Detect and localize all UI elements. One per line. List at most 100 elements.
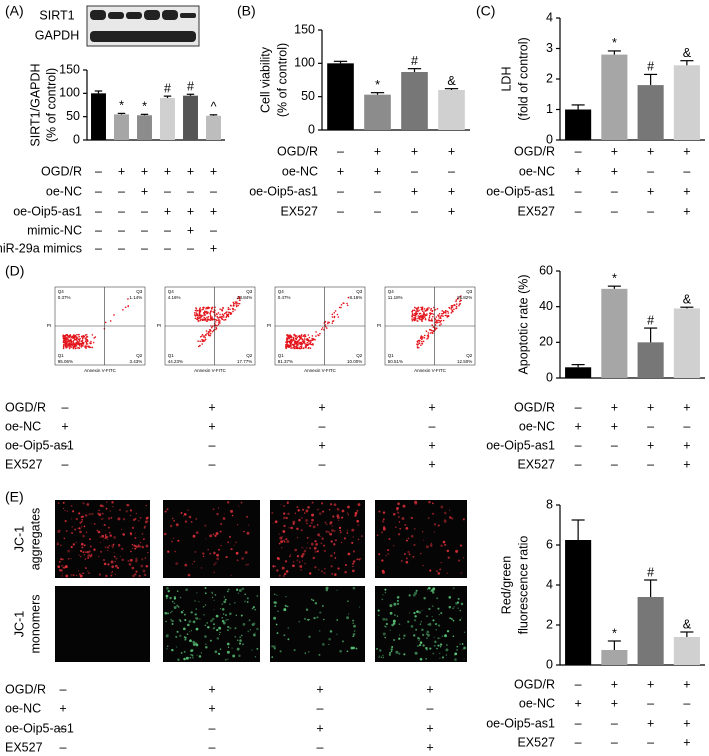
stain-dot <box>78 554 80 556</box>
stain-dot <box>418 643 422 647</box>
stain-dot <box>352 622 354 625</box>
flow-dot <box>429 313 432 315</box>
condition-sign: – <box>141 204 148 218</box>
stain-dot <box>360 535 363 538</box>
flow-dot <box>197 320 200 323</box>
stain-dot <box>110 517 113 519</box>
flow-dot <box>93 337 95 339</box>
stain-dot <box>356 519 360 523</box>
error-bar <box>607 285 621 289</box>
condition-sign: – <box>118 204 125 218</box>
stain-dot <box>352 635 355 638</box>
stain-dot <box>423 539 425 541</box>
flow-dot <box>436 308 439 310</box>
flow-dot <box>333 311 336 314</box>
flow-dot <box>290 345 292 347</box>
stain-dot <box>202 552 205 555</box>
stain-dot <box>276 632 279 635</box>
stain-dot <box>221 616 224 619</box>
stain-dot <box>87 570 89 572</box>
y-tick-label: 6 <box>546 537 553 551</box>
stain-dot <box>309 547 312 550</box>
stain-dot <box>433 590 435 592</box>
significance-label: * <box>612 626 617 640</box>
stain-dot <box>396 599 399 602</box>
flow-dot <box>90 342 92 345</box>
band <box>126 12 142 19</box>
stain-dot <box>347 514 349 516</box>
condition-label: OGD/R <box>514 677 555 691</box>
stain-dot <box>312 525 316 529</box>
stain-dot <box>421 633 425 636</box>
flow-dot <box>431 318 433 320</box>
stain-dot <box>93 548 96 551</box>
stain-dot <box>165 634 169 638</box>
stain-dot <box>241 643 245 646</box>
flow-dot <box>426 335 429 337</box>
stain-dot <box>273 647 276 650</box>
condition-label: miR-29a mimics <box>0 241 82 255</box>
stain-dot <box>353 559 356 563</box>
condition-label: EX527 <box>517 457 555 471</box>
stain-dot <box>448 596 452 599</box>
quadrant-name: Q1 <box>278 353 285 358</box>
flow-dot <box>86 345 88 347</box>
stain-dot <box>220 544 222 547</box>
stain-dot <box>122 533 125 536</box>
stain-dot <box>213 563 216 566</box>
condition-sign: – <box>187 241 194 255</box>
stain-dot <box>191 656 194 659</box>
stain-dot <box>90 554 92 557</box>
stain-dot <box>98 555 100 558</box>
flow-dot <box>416 312 418 315</box>
condition-sign: + <box>448 204 455 218</box>
flow-y-label: PI <box>47 323 51 328</box>
band <box>180 13 196 18</box>
stain-dot <box>242 623 246 626</box>
flow-x-label: Annexin V-FITC <box>194 368 227 373</box>
flow-dot <box>431 310 434 313</box>
flow-dot <box>285 344 287 346</box>
band <box>90 31 196 42</box>
bar <box>364 94 391 130</box>
stain-dot <box>314 602 318 605</box>
row-label: JC-1 <box>12 526 26 552</box>
stain-dot <box>97 530 101 534</box>
stain-dot <box>169 596 172 600</box>
flow-dot <box>207 316 210 318</box>
flow-dot <box>199 340 201 343</box>
stain-dot <box>235 541 237 544</box>
stain-dot <box>418 639 420 641</box>
stain-dot <box>314 540 317 543</box>
stain-dot <box>83 554 86 556</box>
stain-dot <box>138 574 141 577</box>
stain-dot <box>427 623 429 626</box>
stain-dot <box>429 569 432 572</box>
stain-dot <box>381 559 384 562</box>
flow-dot <box>450 308 453 310</box>
stain-dot <box>107 549 109 551</box>
condition-sign: + <box>683 144 690 158</box>
microscopy-image <box>375 586 467 662</box>
stain-dot <box>434 640 437 644</box>
flow-dot <box>78 333 80 336</box>
flow-dot <box>92 341 95 344</box>
flow-dot <box>436 322 438 324</box>
y-tick-label: 100 <box>294 56 315 70</box>
y-tick-label: 150 <box>59 62 80 76</box>
y-tick-label: 4 <box>546 577 553 591</box>
flow-dot <box>290 343 292 345</box>
flow-dot <box>452 304 454 307</box>
flow-dot <box>458 304 460 307</box>
stain-dot <box>328 643 330 646</box>
flow-dot <box>72 337 75 339</box>
quadrant-value: 0.37% <box>58 295 71 300</box>
flow-dot <box>223 319 225 321</box>
condition-sign: + <box>448 184 455 198</box>
flow-dot <box>225 316 228 319</box>
stain-dot <box>134 573 137 576</box>
stain-dot <box>398 637 401 640</box>
condition-sign: – <box>118 223 125 237</box>
stain-dot <box>283 634 286 637</box>
stain-dot <box>462 648 464 650</box>
